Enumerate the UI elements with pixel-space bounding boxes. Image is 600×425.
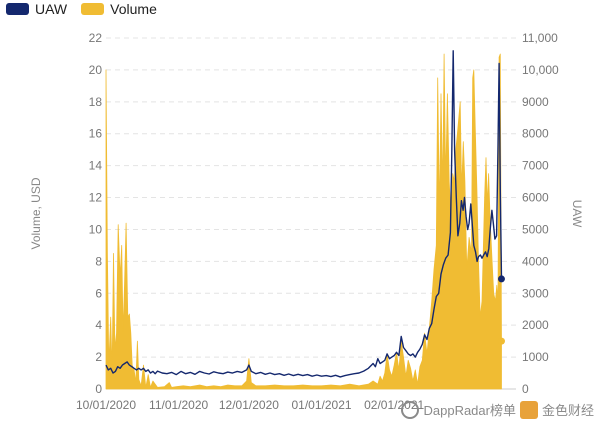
legend-label-volume: Volume (110, 1, 157, 17)
y-left-tick-label: 14 (89, 159, 103, 173)
legend-item-uaw[interactable]: UAW (6, 1, 67, 17)
y-left-tick-label: 10 (89, 222, 103, 236)
y-right-tick-label: 5000 (522, 222, 549, 236)
y-left-tick-label: 0 (95, 382, 102, 396)
legend-label-uaw: UAW (35, 1, 68, 17)
y-right-tick-label: 10,000 (522, 63, 559, 77)
volume-swatch (81, 3, 105, 15)
watermark-brand: 金色财经 (541, 403, 594, 418)
y-right-tick-label: 6000 (522, 191, 549, 205)
y-right-axis-title: UAW (570, 200, 584, 228)
y-left-tick-label: 8 (95, 254, 102, 268)
uaw-swatch (6, 3, 29, 15)
wechat-icon (401, 400, 420, 419)
series-line-uaw (105, 50, 503, 378)
y-right-tick-label: 9000 (522, 95, 549, 109)
x-tick-label: 11/01/2020 (149, 398, 208, 412)
y-left-tick-label: 4 (95, 318, 102, 332)
y-left-tick-label: 16 (89, 127, 103, 141)
y-right-tick-label: 4000 (522, 254, 549, 268)
y-right-tick-label: 2000 (522, 318, 549, 332)
y-left-tick-label: 2 (95, 350, 102, 364)
series-area-volume (105, 53, 502, 390)
y-left-tick-label: 22 (89, 31, 103, 45)
x-tick-label: 10/01/2020 (76, 398, 136, 412)
watermark-text: DappRadar榜单 (423, 403, 516, 418)
y-right-tick-label: 1000 (522, 350, 549, 364)
x-tick-label: 01/01/2021 (292, 398, 352, 412)
y-left-tick-label: 12 (89, 191, 103, 205)
x-tick-label: 12/01/2020 (219, 398, 279, 412)
y-right-tick-label: 8000 (522, 127, 549, 141)
legend: UAW Volume (6, 1, 171, 17)
y-left-axis-title: Volume, USD (29, 177, 43, 249)
y-right-tick-label: 0 (522, 382, 529, 396)
y-left-tick-label: 6 (95, 286, 102, 300)
legend-item-volume[interactable]: Volume (81, 1, 157, 17)
y-right-tick-label: 3000 (522, 286, 549, 300)
series-end-marker-uaw[interactable] (497, 275, 505, 283)
y-right-tick-label: 7000 (522, 159, 549, 173)
y-left-tick-label: 20 (89, 63, 103, 77)
series-end-marker-volume[interactable] (497, 337, 505, 345)
y-left-tick-label: 18 (89, 95, 103, 109)
watermark: DappRadar榜单 金色财经 (401, 400, 594, 419)
brand-logo-icon (519, 400, 538, 419)
y-right-tick-label: 11,000 (522, 31, 558, 45)
